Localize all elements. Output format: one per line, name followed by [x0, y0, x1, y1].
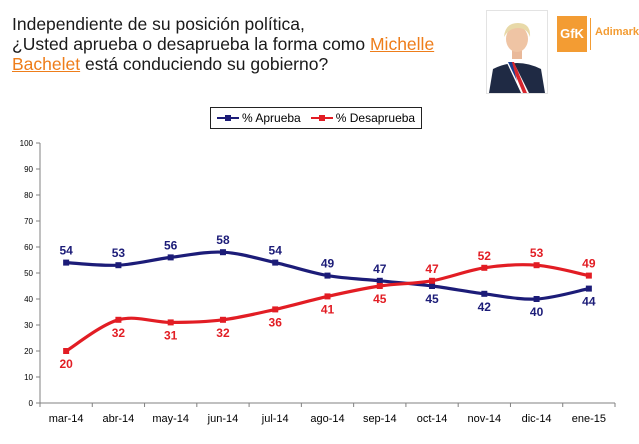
data-point-aprueba — [481, 290, 488, 297]
title-line-3: está conduciendo su gobierno? — [80, 54, 329, 74]
data-label-desaprueba: 36 — [269, 315, 283, 329]
y-tick-label: 90 — [24, 165, 33, 174]
data-label-aprueba: 54 — [269, 244, 283, 258]
data-point-desaprueba — [429, 277, 436, 284]
x-tick-label: jul-14 — [261, 413, 289, 425]
x-tick-label: ago-14 — [310, 413, 344, 425]
data-label-desaprueba: 20 — [59, 357, 73, 371]
data-point-desaprueba — [115, 316, 122, 323]
data-point-desaprueba — [63, 348, 70, 354]
data-label-aprueba: 58 — [216, 233, 230, 247]
y-tick-label: 60 — [24, 243, 33, 252]
data-point-aprueba — [63, 259, 70, 266]
y-tick-label: 40 — [24, 295, 33, 304]
adimark-name: Adimark — [595, 26, 639, 38]
data-label-aprueba: 56 — [164, 238, 178, 252]
x-tick-label: oct-14 — [417, 413, 448, 425]
data-label-aprueba: 42 — [478, 300, 492, 314]
title-highlight-name[interactable]: Michelle — [369, 34, 435, 54]
x-tick-label: nov-14 — [467, 413, 501, 425]
data-point-aprueba — [533, 296, 540, 302]
legend-label-aprueba: % Aprueba — [242, 111, 301, 125]
data-point-desaprueba — [272, 306, 279, 313]
data-label-aprueba: 53 — [112, 246, 126, 260]
data-point-desaprueba — [376, 283, 383, 289]
data-point-desaprueba — [585, 272, 592, 279]
logo-divider — [590, 18, 591, 50]
data-point-aprueba — [429, 283, 436, 289]
y-tick-label: 20 — [24, 347, 33, 356]
legend-swatch-aprueba — [217, 114, 239, 122]
legend-item-aprueba: % Aprueba — [217, 111, 301, 125]
y-tick-label: 100 — [20, 139, 34, 148]
data-point-desaprueba — [481, 264, 488, 271]
data-point-aprueba — [376, 277, 383, 284]
data-label-desaprueba: 41 — [321, 302, 335, 316]
data-point-aprueba — [324, 272, 331, 279]
x-tick-label: abr-14 — [103, 413, 135, 425]
x-tick-label: jun-14 — [207, 413, 239, 425]
data-label-desaprueba: 52 — [478, 249, 492, 263]
title-highlight-surname[interactable]: Bachelet — [12, 54, 81, 74]
data-label-aprueba: 44 — [582, 295, 596, 309]
y-tick-label: 0 — [29, 399, 34, 408]
data-label-aprueba: 40 — [530, 305, 544, 319]
data-point-desaprueba — [167, 319, 174, 326]
data-label-desaprueba: 31 — [164, 328, 178, 342]
gfk-adimark-logo: GfK Adimark — [557, 14, 639, 54]
data-label-aprueba: 49 — [321, 257, 335, 271]
y-tick-label: 80 — [24, 191, 33, 200]
x-tick-label: ene-15 — [572, 413, 606, 425]
president-photo — [486, 10, 548, 94]
y-tick-label: 70 — [24, 217, 33, 226]
y-tick-label: 50 — [24, 269, 33, 278]
data-label-desaprueba: 47 — [425, 262, 439, 276]
data-point-desaprueba — [533, 262, 540, 269]
data-point-aprueba — [167, 254, 174, 261]
title-line-2: ¿Usted aprueba o desaprueba la forma com… — [12, 34, 370, 54]
data-label-desaprueba: 53 — [530, 246, 544, 260]
data-label-desaprueba: 32 — [112, 326, 126, 340]
data-point-aprueba — [219, 249, 226, 256]
x-tick-label: dic-14 — [522, 413, 552, 425]
data-point-desaprueba — [219, 316, 226, 323]
data-point-aprueba — [272, 259, 279, 266]
x-tick-label: mar-14 — [49, 413, 84, 425]
data-point-aprueba — [115, 262, 122, 269]
data-label-aprueba: 45 — [425, 292, 439, 306]
data-label-desaprueba: 45 — [373, 292, 387, 306]
data-label-aprueba: 47 — [373, 262, 387, 276]
data-label-aprueba: 54 — [59, 244, 73, 258]
data-label-desaprueba: 32 — [216, 326, 230, 340]
gfk-mark: GfK — [557, 16, 587, 52]
x-tick-label: sep-14 — [363, 413, 397, 425]
data-point-desaprueba — [324, 293, 331, 300]
legend-swatch-desaprueba — [310, 114, 333, 122]
chart-title: Independiente de su posición política, ¿… — [12, 14, 482, 74]
x-tick-label: may-14 — [152, 413, 189, 425]
legend-item-desaprueba: % Desaprueba — [310, 111, 416, 125]
legend-label-desaprueba: % Desaprueba — [335, 111, 416, 125]
y-tick-label: 10 — [24, 373, 33, 382]
title-line-1: Independiente de su posición política, — [12, 14, 305, 34]
chart-legend: % Aprueba % Desaprueba — [210, 107, 423, 129]
y-tick-label: 30 — [24, 321, 33, 330]
data-label-desaprueba: 49 — [582, 257, 596, 271]
data-point-aprueba — [585, 285, 592, 292]
